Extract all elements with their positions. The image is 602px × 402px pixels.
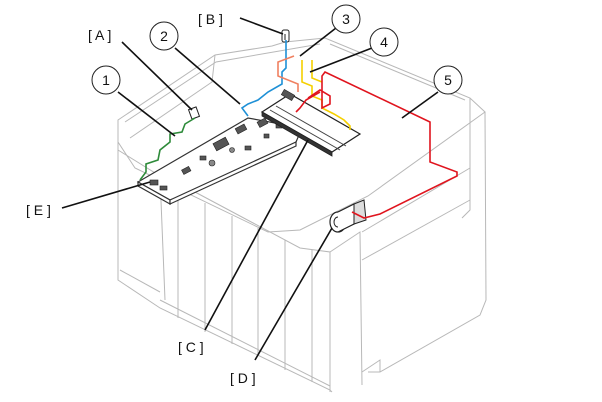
leader-lines [61, 17, 439, 361]
callout-5: 5 [433, 65, 463, 95]
cable-2-blue [240, 40, 287, 117]
leader-d [254, 227, 333, 361]
leader-5 [401, 91, 439, 119]
motor-d [329, 199, 367, 233]
leader-e [61, 181, 151, 209]
callout-4-text: 4 [380, 34, 388, 50]
cable-3-salmon [277, 55, 299, 92]
callout-3: 3 [331, 4, 361, 34]
label-b: [ B ] [198, 11, 223, 27]
callout-1-text: 1 [102, 72, 110, 88]
cable-1-green [139, 117, 196, 181]
callout-5-text: 5 [444, 72, 452, 88]
cable-5-red [307, 70, 458, 219]
carriage-rail-c [260, 88, 362, 157]
leader-a [121, 41, 193, 111]
label-d: [ D ] [230, 370, 256, 386]
cable-5-red-branch [295, 91, 321, 113]
leader-4 [309, 47, 373, 73]
callout-1: 1 [91, 65, 121, 95]
main-control-board [136, 108, 303, 206]
callout-4: 4 [369, 27, 399, 57]
callout-3-text: 3 [342, 11, 350, 27]
label-c: [ C ] [178, 339, 204, 355]
label-e: [ E ] [26, 202, 51, 218]
leader-2 [174, 47, 241, 105]
callout-2: 2 [149, 21, 179, 51]
leader-3 [299, 27, 337, 57]
label-a: [ A ] [88, 27, 111, 43]
printer-body [117, 37, 487, 393]
leader-c [204, 139, 309, 331]
leader-b [239, 17, 284, 35]
callout-2-text: 2 [160, 28, 168, 44]
cable-4-yellow-branch [311, 60, 323, 83]
leader-1 [117, 91, 176, 137]
